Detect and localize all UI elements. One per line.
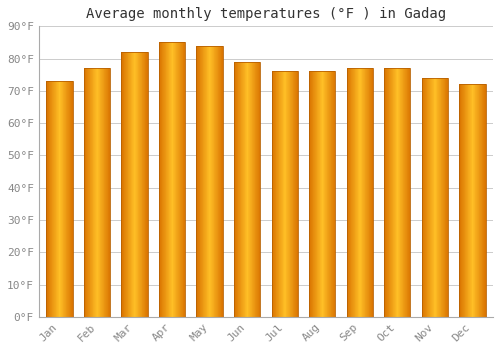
Bar	[422, 78, 448, 317]
Bar	[234, 62, 260, 317]
Bar	[84, 68, 110, 317]
Bar	[159, 42, 185, 317]
Bar	[346, 68, 373, 317]
Bar	[122, 52, 148, 317]
Bar	[384, 68, 410, 317]
Title: Average monthly temperatures (°F ) in Gadag: Average monthly temperatures (°F ) in Ga…	[86, 7, 446, 21]
Bar	[196, 46, 223, 317]
Bar	[309, 71, 336, 317]
Bar	[272, 71, 298, 317]
Bar	[460, 84, 485, 317]
Bar	[46, 81, 72, 317]
